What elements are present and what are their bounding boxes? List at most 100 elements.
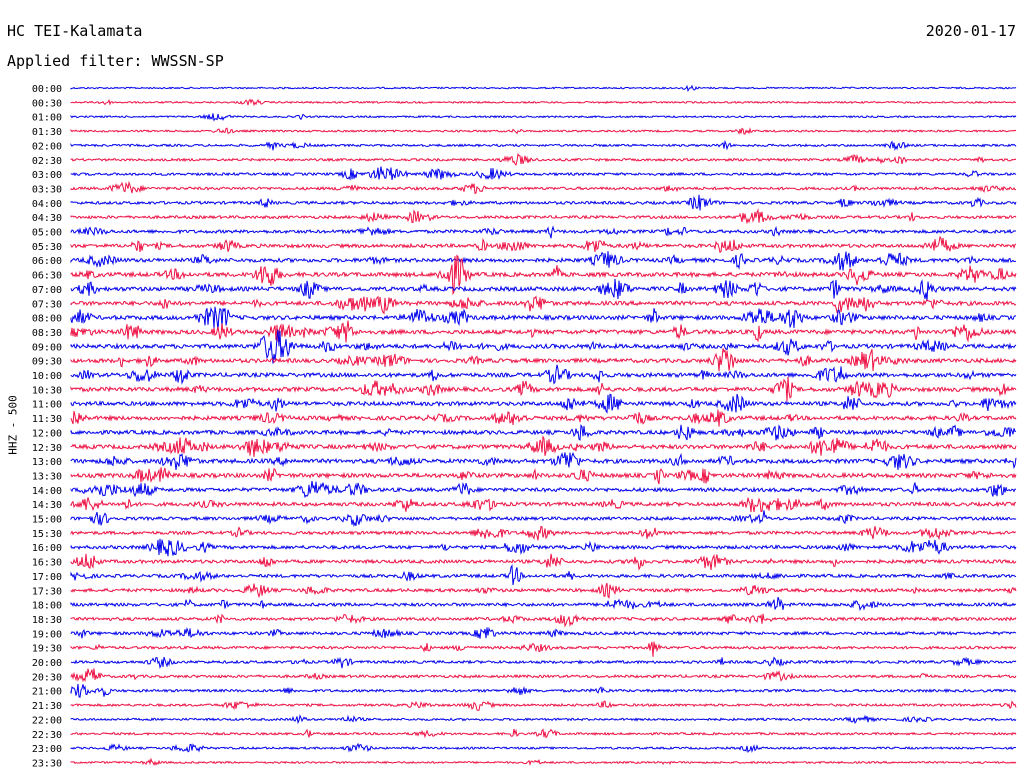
time-label: 09:30 xyxy=(32,357,62,368)
seismic-trace xyxy=(70,306,1017,331)
time-label: 04:00 xyxy=(32,199,62,210)
time-label: 15:30 xyxy=(32,529,62,540)
time-label: 21:00 xyxy=(32,687,62,698)
seismic-trace xyxy=(70,364,1017,385)
seismic-trace xyxy=(70,251,1017,271)
time-label: 14:30 xyxy=(32,500,62,511)
seismic-trace xyxy=(70,208,1017,225)
seismic-trace xyxy=(70,127,1017,135)
seismic-trace xyxy=(70,626,1017,639)
seismic-trace xyxy=(70,409,1017,427)
seismic-trace xyxy=(70,423,1017,441)
time-label: 17:30 xyxy=(32,586,62,597)
time-label: 08:30 xyxy=(32,328,62,339)
record-date: 2020-01-17 xyxy=(925,22,1016,40)
seismic-trace xyxy=(70,538,1017,557)
seismic-trace xyxy=(70,235,1017,254)
time-label: 10:30 xyxy=(32,385,62,396)
time-label: 01:30 xyxy=(32,127,62,138)
time-label: 11:00 xyxy=(32,400,62,411)
seismic-trace xyxy=(70,553,1017,571)
time-label: 19:00 xyxy=(32,629,62,640)
time-label: 16:00 xyxy=(32,543,62,554)
station-name: HC TEI-Kalamata xyxy=(7,22,143,40)
seismic-trace xyxy=(70,596,1017,611)
seismic-trace xyxy=(70,295,1017,315)
time-label: 00:00 xyxy=(32,84,62,95)
seismic-trace xyxy=(70,564,1017,586)
time-label: 07:30 xyxy=(32,299,62,310)
seismic-trace xyxy=(70,329,1017,364)
time-label: 17:00 xyxy=(32,572,62,583)
time-label: 15:00 xyxy=(32,515,62,526)
time-label: 12:00 xyxy=(32,428,62,439)
time-label: 03:30 xyxy=(32,184,62,195)
seismic-trace xyxy=(70,194,1017,211)
time-label: 20:30 xyxy=(32,672,62,683)
time-label: 21:30 xyxy=(32,701,62,712)
time-label: 06:00 xyxy=(32,256,62,267)
time-label: 23:30 xyxy=(32,758,62,769)
seismic-trace xyxy=(70,668,1017,683)
time-label: 08:00 xyxy=(32,314,62,325)
time-label: 13:30 xyxy=(32,471,62,482)
seismic-trace xyxy=(70,320,1017,343)
time-label: 12:30 xyxy=(32,443,62,454)
time-label: 22:00 xyxy=(32,715,62,726)
time-label: 06:30 xyxy=(32,271,62,282)
seismic-trace xyxy=(70,656,1017,670)
seismic-trace xyxy=(70,84,1017,93)
time-label: 01:00 xyxy=(32,113,62,124)
seismic-trace xyxy=(70,497,1017,513)
seismic-trace xyxy=(70,98,1017,107)
applied-filter: Applied filter: WWSSN-SP xyxy=(7,52,224,70)
seismic-trace xyxy=(70,641,1017,657)
seismic-trace xyxy=(70,480,1017,499)
seismic-trace xyxy=(70,742,1017,753)
seismic-trace xyxy=(70,757,1017,766)
time-label: 04:30 xyxy=(32,213,62,224)
seismic-trace xyxy=(70,700,1017,711)
seismic-trace xyxy=(70,683,1017,698)
seismic-trace xyxy=(70,393,1017,414)
time-label: 18:30 xyxy=(32,615,62,626)
time-label: 14:00 xyxy=(32,486,62,497)
time-label: 22:30 xyxy=(32,730,62,741)
seismic-trace xyxy=(70,180,1017,195)
time-label: 02:30 xyxy=(32,156,62,167)
seismic-trace xyxy=(70,714,1017,725)
time-label: 13:00 xyxy=(32,457,62,468)
seismic-trace xyxy=(70,166,1017,181)
seismic-trace xyxy=(70,582,1017,599)
time-label: 11:30 xyxy=(32,414,62,425)
seismic-trace xyxy=(70,467,1017,485)
time-label: 00:30 xyxy=(32,98,62,109)
seismic-trace xyxy=(70,728,1017,739)
time-label: 05:30 xyxy=(32,242,62,253)
time-label: 03:00 xyxy=(32,170,62,181)
time-label: 05:00 xyxy=(32,228,62,239)
seismic-trace xyxy=(70,254,1017,296)
seismic-trace xyxy=(70,348,1017,372)
seismic-trace xyxy=(70,451,1017,471)
time-label: 09:00 xyxy=(32,342,62,353)
time-label: 02:00 xyxy=(32,141,62,152)
seismic-trace xyxy=(70,435,1017,457)
time-label: 20:00 xyxy=(32,658,62,669)
seismic-trace xyxy=(70,278,1017,302)
seismic-trace xyxy=(70,376,1017,402)
time-label: 07:00 xyxy=(32,285,62,296)
time-label: 23:00 xyxy=(32,744,62,755)
time-label: 18:00 xyxy=(32,601,62,612)
seismic-trace xyxy=(70,225,1017,239)
seismic-trace xyxy=(70,153,1017,166)
time-label: 19:30 xyxy=(32,644,62,655)
seismic-trace xyxy=(70,139,1017,152)
seismic-trace xyxy=(70,113,1017,122)
seismic-trace xyxy=(70,613,1017,628)
seismic-trace xyxy=(70,510,1017,528)
seismic-trace xyxy=(70,525,1017,541)
time-label: 10:00 xyxy=(32,371,62,382)
time-label: 16:30 xyxy=(32,558,62,569)
